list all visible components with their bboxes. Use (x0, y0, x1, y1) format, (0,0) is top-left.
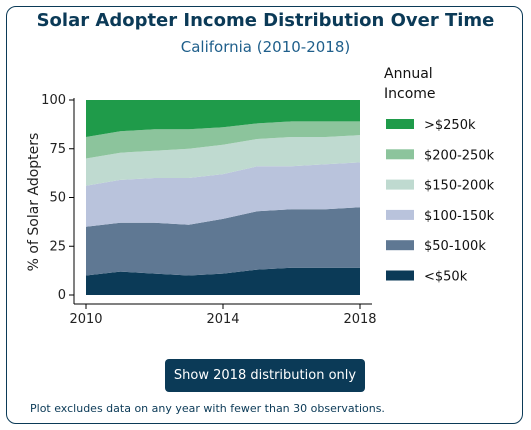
legend-label-100-150k: $100-150k (424, 209, 495, 224)
legend-label-250k: >$250k (424, 118, 476, 133)
y-tick-label: 75 (49, 142, 66, 157)
legend-swatch-50k (386, 270, 414, 281)
area-series-0 (86, 267, 360, 295)
footnote: Plot excludes data on any year with fewe… (30, 402, 385, 415)
y-axis-label: % of Solar Adopters (26, 133, 42, 272)
legend-title: Income (384, 86, 436, 102)
x-tick-label: 2018 (343, 312, 376, 327)
y-tick-label: 25 (49, 239, 66, 254)
legend-swatch-50-100k (386, 240, 414, 251)
legend-swatch-150-200k (386, 179, 414, 190)
legend-title: Annual (384, 66, 433, 82)
legend-swatch-250k (386, 119, 414, 129)
area-series-3 (86, 135, 360, 186)
y-tick-label: 100 (41, 93, 66, 108)
legend-label-50k: <$50k (424, 270, 468, 285)
x-tick-label: 2014 (206, 312, 239, 327)
show-2018-button[interactable]: Show 2018 distribution only (165, 359, 365, 392)
chart-subtitle: California (2010-2018) (180, 38, 351, 56)
y-tick-label: 0 (58, 288, 66, 303)
legend-swatch-100-150k (386, 209, 414, 220)
legend-label-200-250k: $200-250k (424, 148, 495, 163)
area-series-1 (86, 207, 360, 276)
chart-title: Solar Adopter Income Distribution Over T… (36, 10, 495, 31)
area-series-5 (86, 100, 360, 137)
area-series-4 (86, 121, 360, 159)
x-tick-label: 2010 (69, 312, 102, 327)
legend-label-50-100k: $50-100k (424, 239, 486, 254)
y-tick-label: 50 (49, 191, 66, 206)
area-series-2 (86, 162, 360, 227)
legend-label-150-200k: $150-200k (424, 179, 495, 194)
legend-swatch-200-250k (386, 149, 414, 160)
